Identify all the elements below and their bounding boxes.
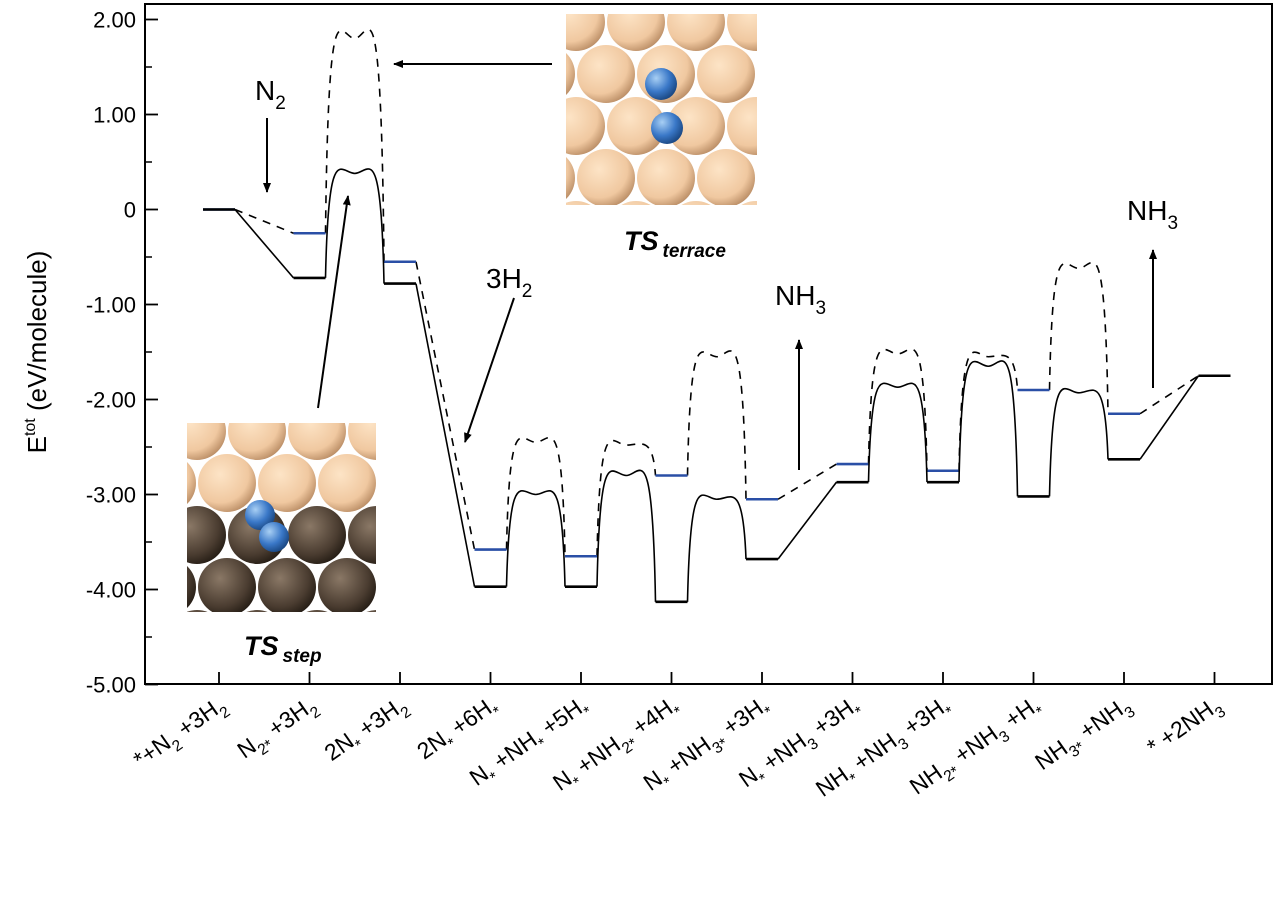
terrace-surface-render [566,14,757,205]
surface-atom [288,506,346,564]
y-tick-label: 2.00 [93,8,136,33]
surface-atom [607,14,665,51]
barrier-curve [505,489,566,587]
annotation-3h2-arrow [464,297,515,443]
barrier-curve [324,28,385,262]
surface-atom [288,423,346,460]
surface-atom [258,454,316,512]
barrier-curve [505,436,566,557]
surface-atom [348,423,376,460]
surface-atom [697,149,755,205]
connector-line [1139,375,1200,460]
surface-atom [187,462,196,504]
ts-step-pointer-arrow [317,195,351,409]
connector-line [1139,375,1199,415]
ts-step-caption: TS step [244,631,322,667]
connector-line [415,283,476,587]
annotation-n2-label: N2 [255,75,286,114]
surface-atom [741,201,757,205]
connector-line [777,463,837,500]
surface-atom [727,14,757,51]
ts-step-image [187,423,376,612]
annotations: N2 3H2 NH3 NH3 TS terrace TS step [244,60,1178,667]
ts-terrace-image [566,14,757,205]
surface-atom [577,149,635,205]
surface-atom [246,610,268,612]
surface-atom [566,201,591,205]
barrier-curve [867,348,928,471]
surface-atom [187,566,196,608]
nitrogen-atom [651,112,683,144]
connector-line [777,481,838,560]
annotation-3h2-label: 3H2 [486,263,532,302]
y-tick-label: -3.00 [86,483,136,508]
barrier-curve [1048,261,1109,414]
barrier-curve [958,351,1019,471]
surface-atom [566,53,575,95]
surface-atom [566,97,605,155]
surface-atom [607,97,665,155]
y-axis-title: Etot (eV/molecule) [22,251,52,454]
surface-atom [187,610,208,612]
surface-atom [681,201,711,205]
y-tick-label: -2.00 [86,388,136,413]
surface-atom [187,423,226,460]
y-tick-label: -5.00 [86,673,136,698]
plot-frame [144,3,1273,685]
surface-atom [637,149,695,205]
surface-atom [566,14,605,51]
barrier-curve [324,168,385,284]
surface-atom [228,423,286,460]
surface-atom [566,157,575,199]
barrier-curve [596,469,657,602]
ts-terrace-caption: TS terrace [624,226,726,262]
barrier-curve [596,439,657,557]
barrier-curve [686,494,747,602]
barrier-curve [867,382,928,483]
barrier-curve [686,350,747,500]
annotation-nh3-label: NH3 [1127,195,1178,234]
surface-atom [667,14,725,51]
y-tick-label: 1.00 [93,103,136,128]
x-tick-label: NH3* +NH3 [1030,691,1138,780]
step-surface-render [187,423,376,612]
surface-atom [727,97,757,155]
barrier-curve [1048,387,1109,497]
nitrogen-atom [259,522,289,552]
surface-atom [621,201,651,205]
surface-atom [366,610,376,612]
reaction-pathways [203,28,1231,604]
connector-line [234,208,295,279]
surface-atom [577,45,635,103]
nitrogen-atom [245,500,275,530]
x-tick-label: * +2NH3 [1142,691,1229,765]
y-tick-label: -4.00 [86,578,136,603]
x-tick-label: N2* +3H2 [232,691,324,769]
y-tick-label: 0 [124,198,136,223]
connector-line [415,261,476,550]
surface-atom [187,506,226,564]
surface-atom [198,558,256,612]
surface-atom [198,454,256,512]
connector-line [234,208,294,234]
surface-atom [667,97,725,155]
nitrogen-atom [645,68,677,100]
barrier-curve [958,360,1019,497]
x-tick-label: 2N* +3H2 [319,691,414,771]
annotation-nh3-label: NH3 [775,280,826,319]
surface-atom [306,610,328,612]
x-tick-label: *+N2 +3H2 [128,691,233,778]
y-tick-label: -1.00 [86,293,136,318]
surface-atom [348,506,376,564]
surface-atom [318,454,376,512]
surface-atom [318,558,376,612]
surface-atom [258,558,316,612]
surface-atom [697,45,755,103]
